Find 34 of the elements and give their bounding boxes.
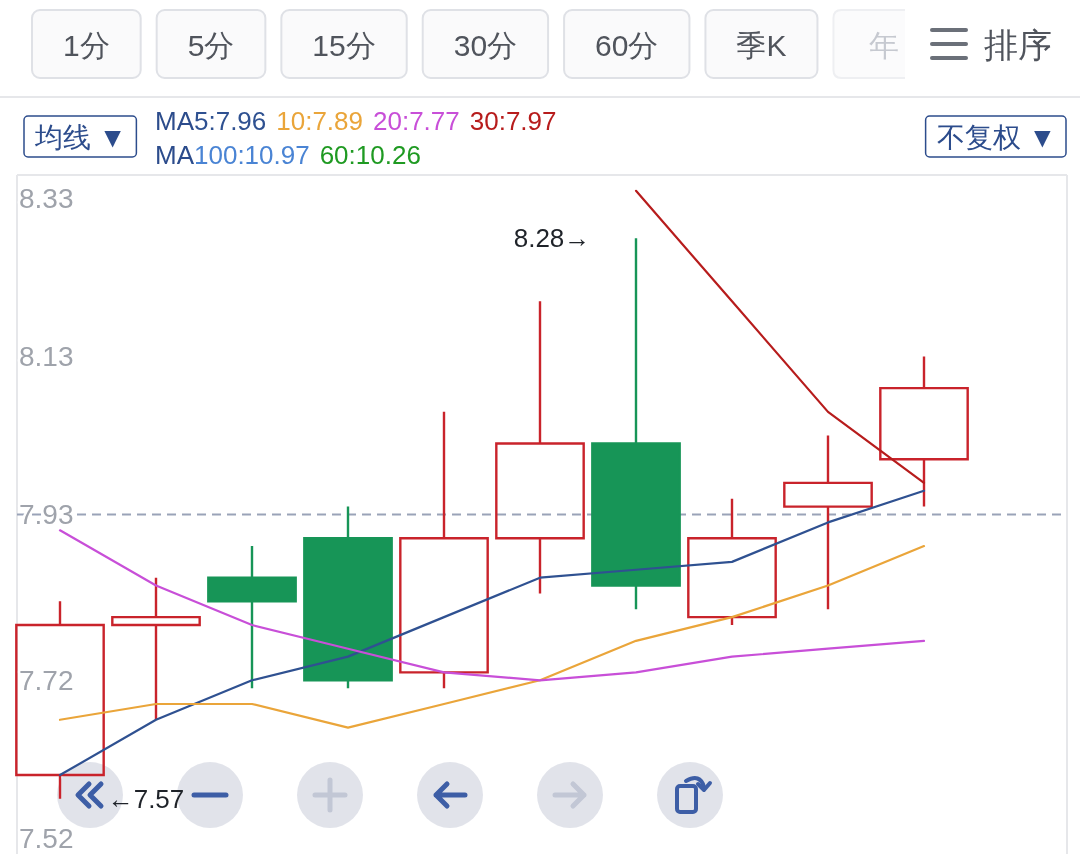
tab-button: 60分 xyxy=(563,9,691,79)
dropdown-button: 均线 ▼ xyxy=(23,115,138,158)
line-series xyxy=(634,189,926,485)
text: 30:7.97 xyxy=(469,106,557,136)
tab-button: 季K xyxy=(704,9,819,79)
candlestick xyxy=(495,300,585,595)
legend-label: 100:10.97 xyxy=(194,140,310,170)
text: 10:7.89 xyxy=(276,106,364,136)
tab-button: 1分 xyxy=(31,9,142,79)
annotation: ←7.57 xyxy=(107,783,185,814)
candlestick xyxy=(399,410,489,690)
candlestick xyxy=(879,355,969,508)
tab-button: 5分 xyxy=(155,9,267,79)
y-tick-label: 7.52 xyxy=(19,822,74,854)
text: 排序 xyxy=(984,26,1052,64)
annotation: 8.28→ xyxy=(513,223,591,254)
tab-button: 15分 xyxy=(280,9,408,79)
legend-title: MA xyxy=(155,140,195,170)
tab-button: 30分 xyxy=(421,9,550,79)
candlestick xyxy=(15,600,105,800)
legend-label: 5:7.96 xyxy=(194,106,267,136)
legend-label: 60:10.26 xyxy=(319,140,421,170)
candlestick xyxy=(303,505,393,690)
text: 20:7.77 xyxy=(373,106,460,136)
dropdown-button: 不复权 ▼ xyxy=(924,115,1067,158)
candlestick xyxy=(207,544,297,690)
y-tick-label: 7.72 xyxy=(19,664,74,696)
y-tick-label: 8.13 xyxy=(19,341,74,373)
y-tick-label: 8.33 xyxy=(19,183,74,215)
text: MA xyxy=(155,106,194,136)
candlestick xyxy=(111,576,201,721)
candlestick xyxy=(591,236,681,611)
candlestick xyxy=(783,434,873,611)
candlestick xyxy=(687,497,777,627)
